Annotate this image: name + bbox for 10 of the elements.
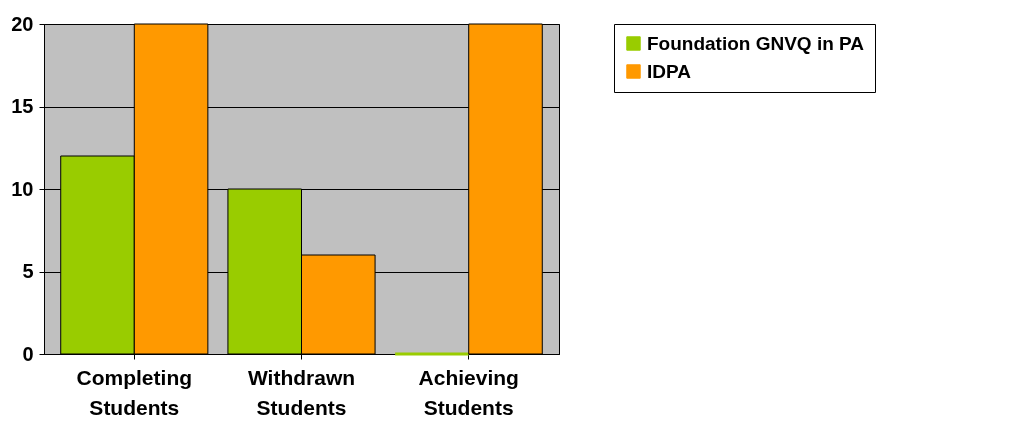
x-tick-label: Achieving Students (418, 365, 519, 419)
y-tick-label: 15 (11, 95, 34, 117)
legend-label: Foundation GNVQ in PA (647, 32, 865, 54)
y-tick-label: 20 (11, 12, 34, 35)
legend-label: IDPA (647, 60, 692, 82)
x-tick-label: Completing Students (76, 365, 193, 419)
x-tick-label: Withdrawn Students (247, 365, 356, 419)
y-tick-label: 10 (11, 177, 34, 200)
y-tick-label: 0 (22, 342, 34, 365)
y-tick-label: 5 (22, 260, 34, 282)
